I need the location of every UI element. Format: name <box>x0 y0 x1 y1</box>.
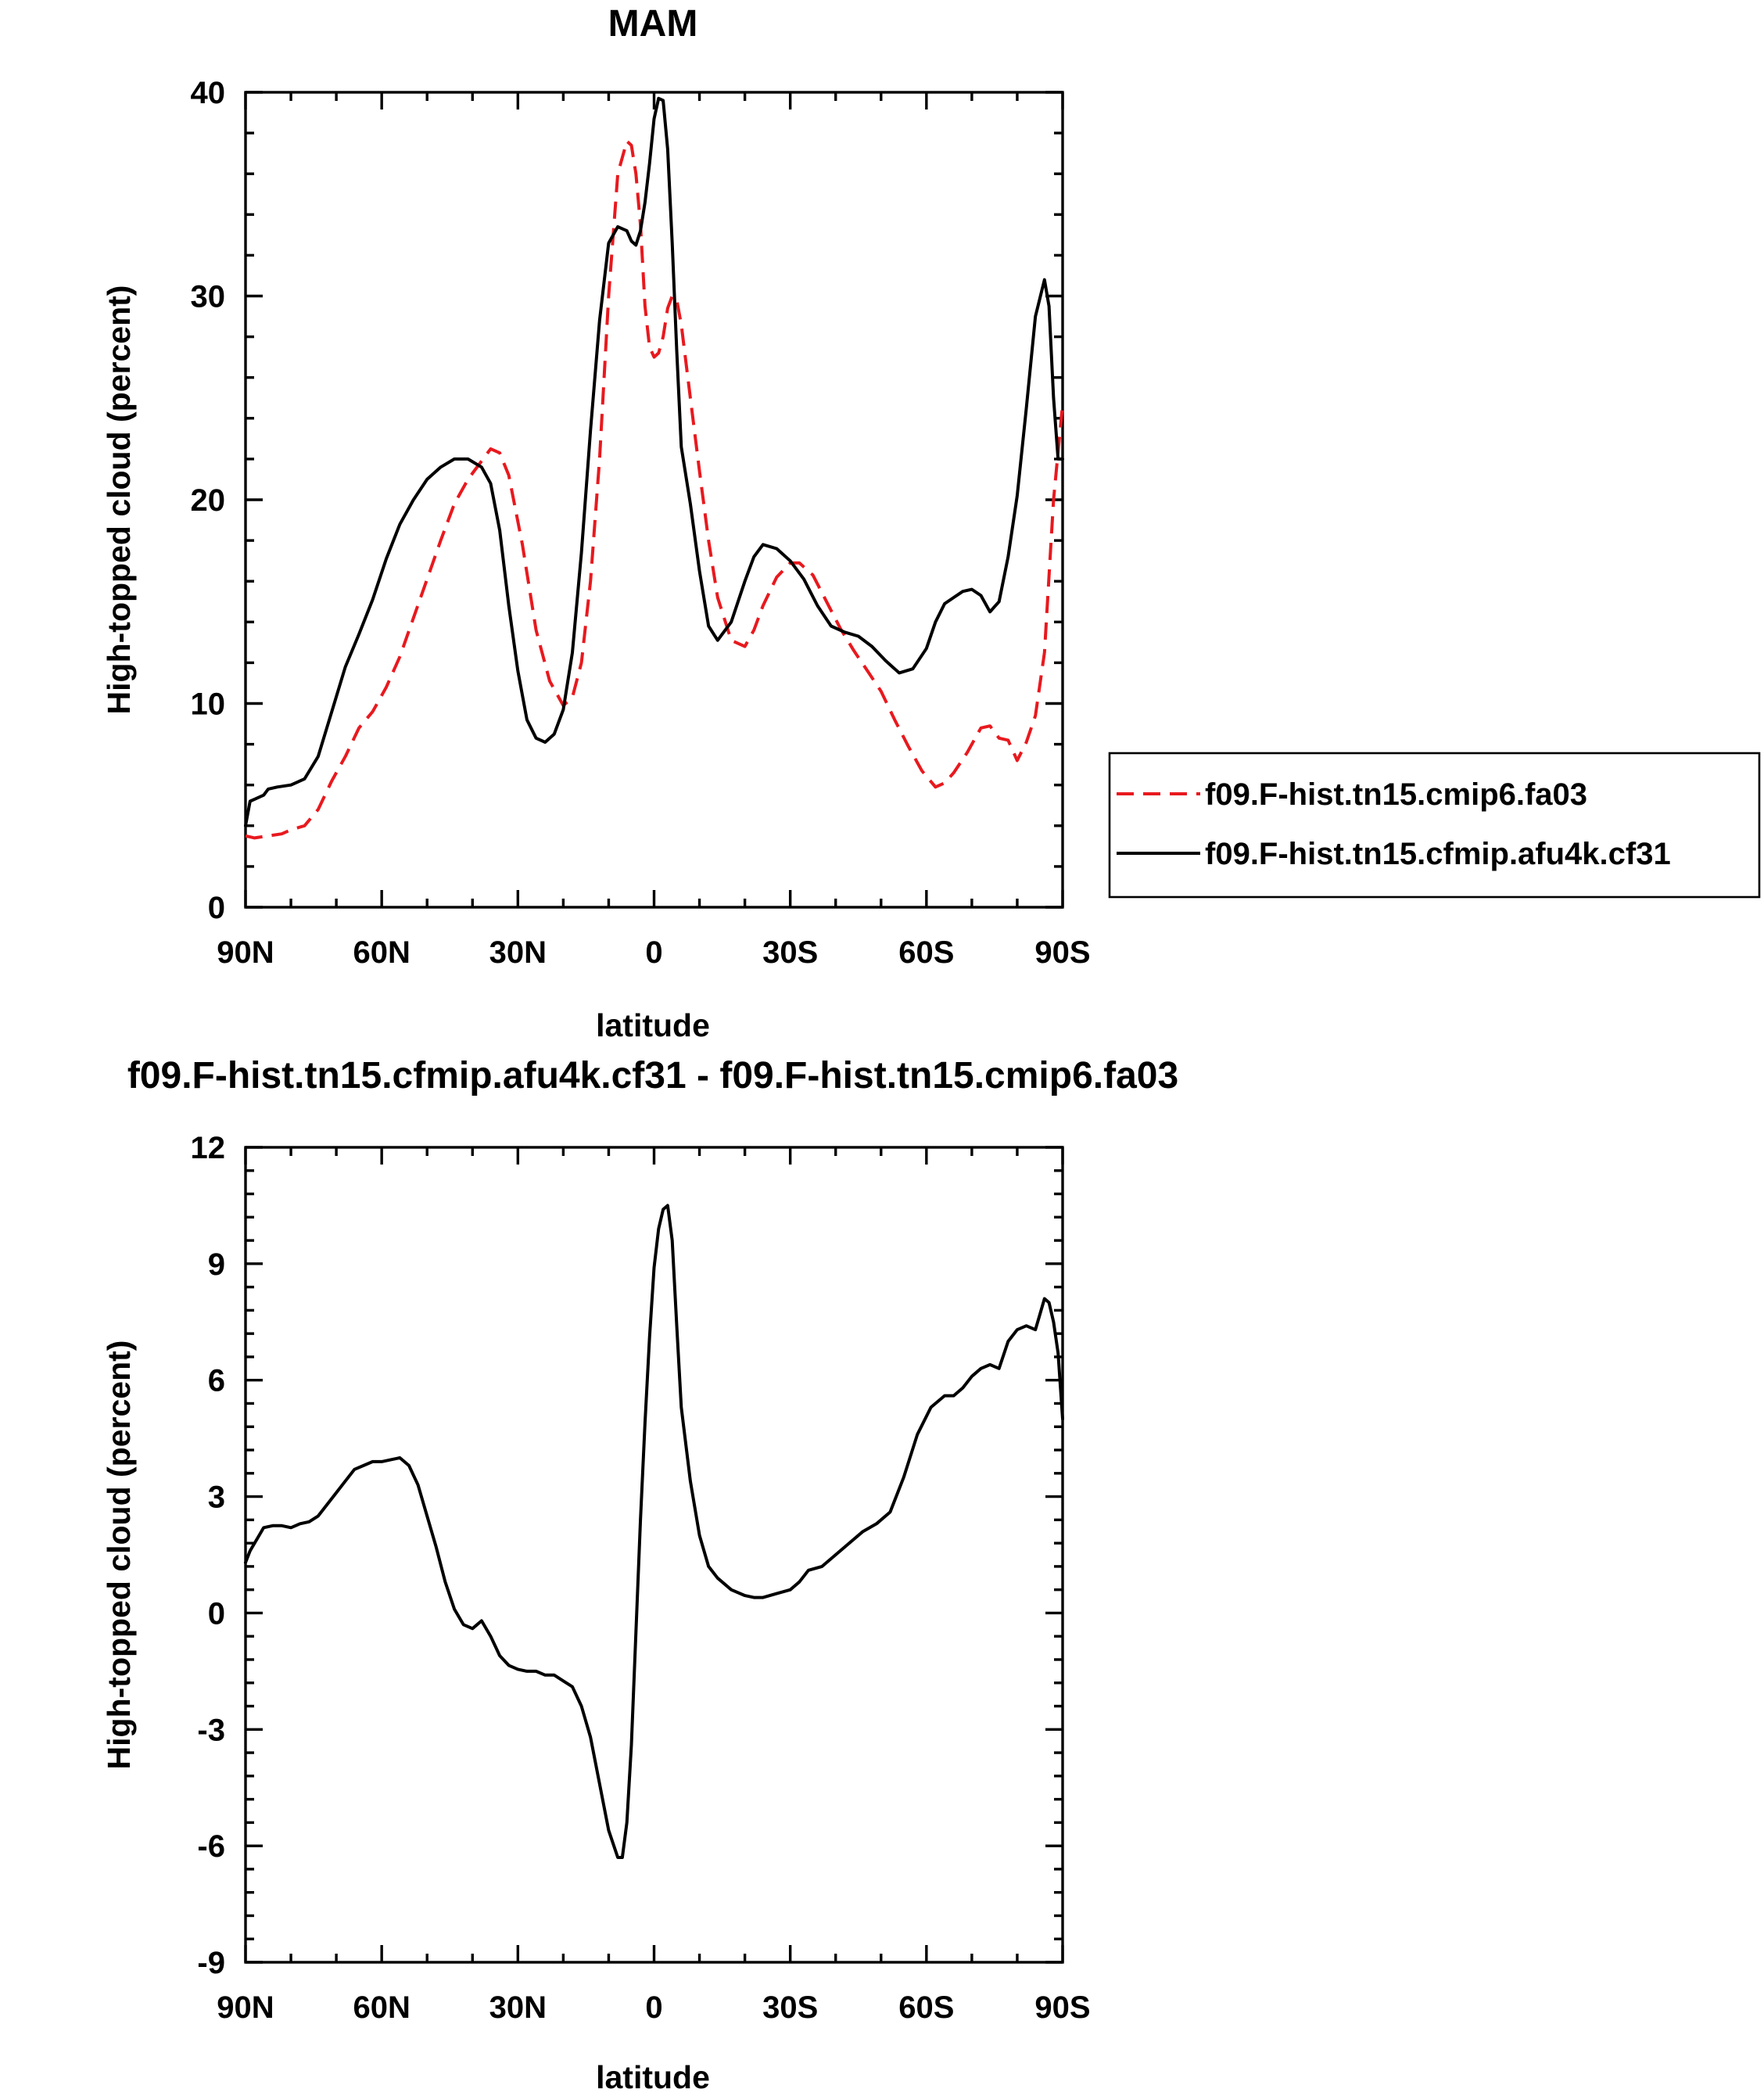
legend-label-cmip6: f09.F-hist.tn15.cmip6.fa03 <box>1205 777 1587 812</box>
x-tick-label: 0 <box>645 935 662 970</box>
x-tick-label: 30S <box>762 1990 818 2025</box>
y-tick-label: 12 <box>191 1131 226 1165</box>
legend-box <box>1108 752 1761 899</box>
y-tick-label: 20 <box>191 483 226 518</box>
y-tick-label: 10 <box>191 687 226 722</box>
chart-title: MAM <box>608 3 698 45</box>
x-tick-label: 90S <box>1034 935 1090 970</box>
legend-label-cfmip: f09.F-hist.tn15.cfmip.afu4k.cf31 <box>1205 837 1671 871</box>
chart-title: f09.F-hist.tn15.cfmip.afu4k.cf31 - f09.F… <box>127 1055 1178 1096</box>
x-tick-label: 60S <box>898 1990 954 2025</box>
y-axis-title: High-topped cloud (percent) <box>101 285 137 715</box>
top-chart: MAM 0 10 20 30 40 90N 60N 30N 0 30S 60S 90S latitu… <box>101 3 1761 1043</box>
x-tick-label: 30N <box>489 1990 547 2025</box>
x-tick-label: 90N <box>217 1990 274 2025</box>
axis-ticks <box>244 1146 1064 1964</box>
series-lines <box>244 1204 1064 1859</box>
x-tick-label: 60S <box>898 935 954 970</box>
x-tick-label: 60N <box>353 935 410 970</box>
y-tick-label: 3 <box>208 1480 225 1515</box>
bottom-chart: f09.F-hist.tn15.cfmip.afu4k.cf31 - f09.F… <box>101 1055 1178 2095</box>
x-tick-label: 30N <box>489 935 547 970</box>
x-tick-label: 30S <box>762 935 818 970</box>
y-tick-label: 6 <box>208 1364 225 1398</box>
x-axis-title: latitude <box>596 2059 710 2095</box>
x-tick-labels: 90N 60N 30N 0 30S 60S 90S <box>217 1990 1090 2025</box>
x-tick-labels: 90N 60N 30N 0 30S 60S 90S <box>217 935 1090 970</box>
y-tick-label: 9 <box>208 1247 225 1282</box>
series-line-1 <box>244 96 1064 827</box>
series-lines <box>244 96 1064 840</box>
y-tick-label: 30 <box>191 280 226 314</box>
y-tick-label: -6 <box>197 1829 225 1864</box>
series-line-0 <box>244 1204 1064 1859</box>
y-tick-label: 40 <box>191 76 226 110</box>
y-tick-label: -9 <box>197 1946 225 1980</box>
y-tick-label: -3 <box>197 1713 225 1747</box>
x-axis-title: latitude <box>596 1007 710 1043</box>
y-tick-label: 0 <box>208 891 225 925</box>
y-tick-label: 0 <box>208 1596 225 1631</box>
y-axis-title: High-topped cloud (percent) <box>101 1341 137 1770</box>
x-tick-label: 60N <box>353 1990 410 2025</box>
y-tick-labels: -9 -6 -3 0 3 6 9 12 <box>191 1131 226 1980</box>
y-tick-labels: 0 10 20 30 40 <box>191 76 226 925</box>
legend: f09.F-hist.tn15.cmip6.fa03 f09.F-hist.tn… <box>1108 752 1761 899</box>
x-tick-label: 90S <box>1034 1990 1090 2025</box>
series-line-0 <box>245 139 1064 840</box>
x-tick-label: 90N <box>217 935 274 970</box>
x-tick-label: 0 <box>645 1990 662 2025</box>
